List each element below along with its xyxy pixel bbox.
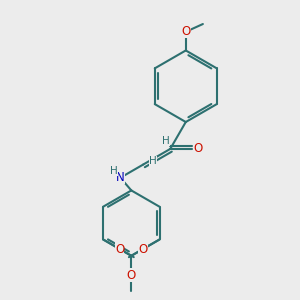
Text: H: H <box>162 136 170 146</box>
Text: N: N <box>116 171 125 184</box>
Text: O: O <box>193 142 202 155</box>
Text: H: H <box>149 156 157 167</box>
Text: H: H <box>110 166 117 176</box>
Text: O: O <box>127 268 136 281</box>
Text: O: O <box>115 243 124 256</box>
Text: O: O <box>181 25 190 38</box>
Text: O: O <box>138 243 148 256</box>
